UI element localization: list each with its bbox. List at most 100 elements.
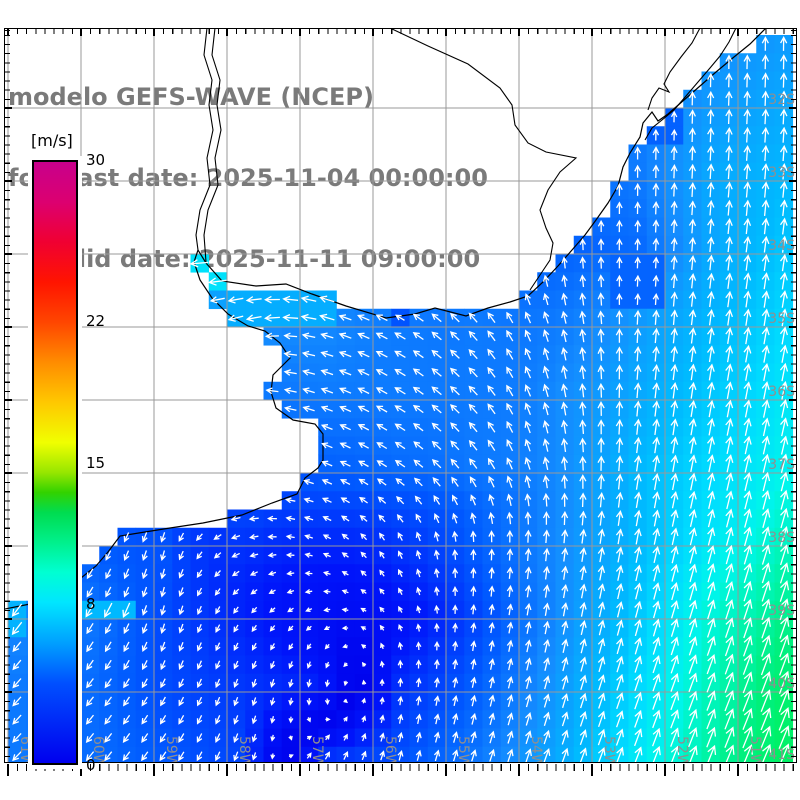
wind-direction-arrow	[561, 310, 568, 324]
wind-direction-arrow	[779, 235, 788, 253]
wind-direction-arrow	[778, 670, 790, 695]
wind-direction-arrow	[524, 475, 532, 489]
wind-direction-arrow	[542, 511, 550, 525]
wind-direction-arrow	[506, 384, 514, 397]
wind-direction-arrow	[141, 623, 148, 634]
wind-direction-arrow	[379, 588, 385, 595]
wind-direction-arrow	[506, 366, 514, 379]
wind-direction-arrow	[341, 625, 349, 631]
wind-direction-arrow	[178, 678, 184, 689]
wind-direction-arrow	[652, 436, 661, 454]
wind-direction-arrow	[341, 571, 349, 576]
wind-direction-arrow	[86, 622, 94, 635]
wind-direction-arrow	[487, 439, 496, 451]
wind-direction-arrow	[652, 327, 660, 344]
wind-direction-arrow	[488, 548, 495, 561]
wind-direction-arrow	[524, 584, 532, 598]
wind-direction-arrow	[452, 694, 459, 707]
wind-direction-arrow	[283, 350, 297, 358]
lon-label: 52W	[674, 736, 690, 763]
wind-direction-arrow	[412, 386, 424, 395]
wind-direction-arrow	[196, 696, 203, 707]
wind-direction-arrow	[670, 745, 680, 763]
wind-direction-arrow	[123, 659, 130, 671]
wind-direction-arrow	[397, 550, 403, 559]
wind-direction-arrow	[743, 163, 751, 180]
wind-direction-arrow	[652, 364, 660, 380]
wind-direction-arrow	[688, 218, 697, 234]
wind-direction-arrow	[725, 490, 734, 510]
wind-direction-arrow	[325, 661, 330, 669]
axis-major-tick	[445, 764, 447, 776]
wind-direction-arrow	[525, 730, 532, 745]
wind-direction-arrow	[524, 602, 532, 616]
wind-direction-arrow	[394, 441, 406, 450]
wind-direction-arrow	[652, 256, 660, 269]
wind-direction-arrow	[343, 680, 349, 687]
wind-direction-arrow	[634, 673, 643, 692]
wind-direction-arrow	[251, 733, 258, 743]
wind-direction-arrow	[634, 293, 641, 305]
wind-direction-arrow	[761, 308, 770, 327]
wind-direction-arrow	[725, 526, 734, 546]
wind-direction-arrow	[322, 570, 331, 577]
wind-direction-arrow	[433, 659, 440, 669]
wind-direction-arrow	[267, 552, 277, 558]
wind-direction-arrow	[615, 437, 624, 453]
lon-label: 58W	[236, 736, 252, 763]
wind-direction-arrow	[652, 709, 661, 729]
wind-direction-arrow	[652, 545, 661, 564]
wind-direction-arrow	[597, 747, 606, 763]
wind-direction-arrow	[431, 331, 442, 341]
wind-direction-arrow	[634, 709, 643, 728]
wind-direction-arrow	[339, 479, 351, 485]
wind-direction-arrow	[306, 717, 311, 723]
wind-direction-arrow	[397, 531, 403, 541]
wind-direction-arrow	[470, 712, 477, 725]
wind-direction-arrow	[319, 295, 335, 303]
wind-direction-arrow	[196, 751, 203, 762]
wind-direction-arrow	[488, 603, 495, 615]
wind-direction-arrow	[707, 72, 715, 88]
wind-direction-arrow	[670, 636, 679, 656]
wind-direction-arrow	[397, 677, 404, 687]
wind-direction-arrow	[743, 326, 752, 345]
wind-direction-arrow	[86, 659, 94, 671]
wind-direction-arrow	[141, 751, 149, 762]
wind-direction-arrow	[195, 533, 203, 542]
wind-direction-arrow	[688, 127, 696, 143]
wind-direction-arrow	[634, 219, 641, 233]
wind-direction-arrow	[416, 605, 422, 614]
wind-direction-arrow	[525, 711, 532, 726]
wind-direction-arrow	[178, 714, 185, 725]
wind-direction-arrow	[302, 405, 315, 413]
wind-direction-arrow	[707, 127, 715, 143]
wind-direction-arrow	[394, 423, 406, 432]
wind-direction-arrow	[398, 623, 404, 632]
wind-direction-arrow	[561, 602, 569, 617]
wind-direction-arrow	[343, 662, 348, 668]
wind-direction-arrow	[760, 689, 772, 712]
wind-direction-arrow	[706, 399, 715, 418]
wind-direction-arrow	[780, 417, 789, 437]
wind-direction-arrow	[12, 659, 22, 671]
wind-direction-arrow	[615, 400, 624, 417]
wind-direction-arrow	[543, 747, 551, 763]
wind-direction-arrow	[431, 459, 442, 469]
wind-direction-arrow	[579, 238, 587, 251]
wind-direction-arrow	[743, 108, 751, 125]
wind-direction-arrow	[506, 639, 514, 652]
wind-direction-arrow	[634, 600, 642, 618]
wind-direction-arrow	[105, 568, 112, 580]
wind-direction-arrow	[688, 726, 698, 748]
wind-direction-arrow	[652, 491, 661, 509]
wind-direction-arrow	[597, 419, 605, 435]
wind-direction-arrow	[86, 586, 94, 598]
wind-direction-arrow	[321, 497, 332, 503]
wind-direction-arrow	[104, 696, 113, 707]
wind-direction-arrow	[743, 435, 752, 455]
wind-direction-arrow	[12, 678, 22, 689]
wind-direction-arrow	[525, 748, 532, 763]
wind-direction-arrow	[341, 533, 350, 540]
wind-direction-arrow	[394, 459, 406, 468]
